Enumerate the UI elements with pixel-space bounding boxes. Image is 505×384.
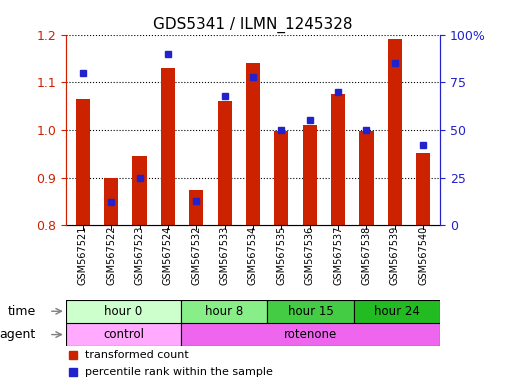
Text: GSM567521: GSM567521	[78, 225, 88, 285]
FancyBboxPatch shape	[66, 323, 181, 346]
Bar	[302, 125, 316, 225]
Text: agent: agent	[0, 328, 36, 341]
Text: hour 8: hour 8	[205, 305, 243, 318]
Text: percentile rank within the sample: percentile rank within the sample	[84, 367, 272, 377]
Text: GSM567522: GSM567522	[106, 225, 116, 285]
Bar	[132, 156, 146, 225]
Bar	[217, 101, 231, 225]
Text: rotenone: rotenone	[283, 328, 336, 341]
Bar	[359, 131, 373, 225]
Text: GSM567534: GSM567534	[247, 225, 258, 285]
FancyBboxPatch shape	[181, 323, 439, 346]
Bar	[387, 39, 401, 225]
Text: GSM567524: GSM567524	[163, 225, 173, 285]
Text: control: control	[103, 328, 143, 341]
FancyBboxPatch shape	[353, 300, 439, 323]
Bar	[245, 63, 260, 225]
Text: GSM567538: GSM567538	[361, 225, 371, 285]
Text: hour 24: hour 24	[373, 305, 419, 318]
FancyBboxPatch shape	[267, 300, 353, 323]
Text: GSM567532: GSM567532	[191, 225, 201, 285]
Text: GSM567539: GSM567539	[389, 225, 399, 285]
Bar	[104, 178, 118, 225]
Text: time: time	[8, 305, 36, 318]
Text: GSM567540: GSM567540	[417, 225, 427, 285]
Text: GSM567523: GSM567523	[134, 225, 144, 285]
Text: hour 0: hour 0	[104, 305, 142, 318]
Title: GDS5341 / ILMN_1245328: GDS5341 / ILMN_1245328	[153, 17, 352, 33]
Bar	[274, 131, 288, 225]
FancyBboxPatch shape	[181, 300, 267, 323]
Bar	[76, 99, 90, 225]
Text: GSM567533: GSM567533	[219, 225, 229, 285]
Text: hour 15: hour 15	[287, 305, 333, 318]
FancyBboxPatch shape	[66, 300, 181, 323]
Bar	[161, 68, 175, 225]
Bar	[330, 94, 344, 225]
Text: transformed count: transformed count	[84, 350, 188, 360]
Bar	[189, 190, 203, 225]
FancyBboxPatch shape	[66, 323, 439, 346]
Text: GSM567536: GSM567536	[304, 225, 314, 285]
Bar	[415, 153, 429, 225]
FancyBboxPatch shape	[66, 300, 439, 323]
Text: GSM567537: GSM567537	[332, 225, 342, 285]
Text: GSM567535: GSM567535	[276, 225, 286, 285]
